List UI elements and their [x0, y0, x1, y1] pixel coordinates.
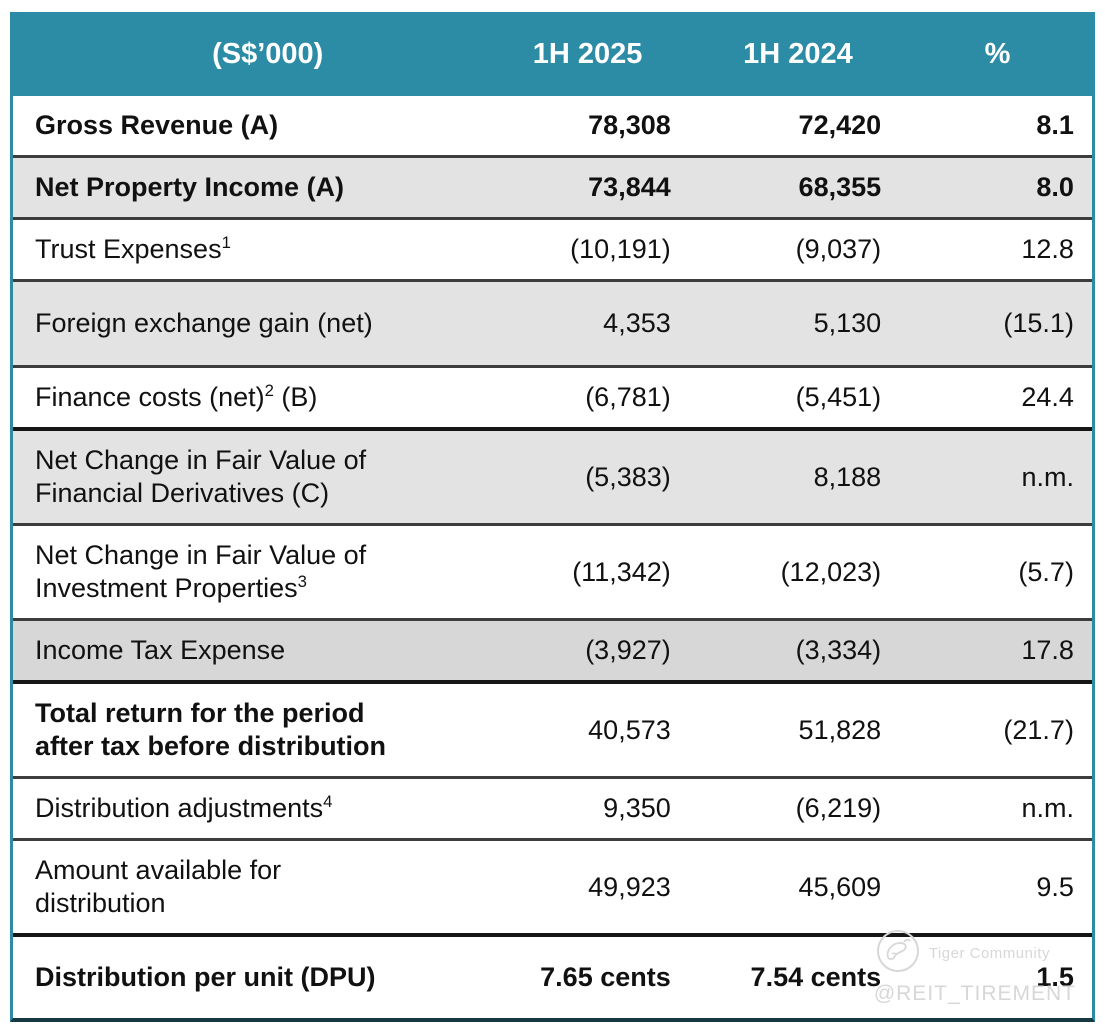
value-percent: 12.8: [1021, 234, 1074, 264]
value-percent: 24.4: [1021, 382, 1074, 412]
row-label: Trust Expenses1: [35, 233, 231, 264]
value-1h2025: (11,342): [572, 556, 671, 587]
row-label: Net Change in Fair Value of Financial Der…: [35, 445, 367, 508]
table-row: Net Property Income (A) 73,844 68,355 8.0: [13, 155, 1092, 217]
table-row: Total return for the period after tax bef…: [13, 680, 1092, 776]
row-label: Finance costs (net)2 (B): [35, 381, 318, 412]
table-row: Gross Revenue (A) 78,308 72,420 8.1: [13, 96, 1092, 155]
value-1h2024: (12,023): [780, 556, 882, 587]
footnote-marker: 2: [264, 381, 274, 400]
row-label: Gross Revenue (A): [35, 110, 279, 140]
value-percent: n.m.: [1021, 461, 1074, 492]
table-body: Gross Revenue (A) 78,308 72,420 8.1 Net Prop…: [13, 96, 1092, 1018]
table-row: Amount available for distribution 49,923 45…: [13, 838, 1092, 933]
value-1h2024: 68,355: [798, 172, 882, 202]
value-1h2024: 51,828: [798, 714, 882, 745]
value-1h2024: 7.54 cents: [750, 962, 882, 992]
value-1h2024: 45,609: [798, 871, 882, 902]
value-1h2024: (5,451): [795, 382, 882, 412]
value-percent: 17.8: [1021, 635, 1074, 665]
table-row: Distribution per unit (DPU) 7.65 cents 7.5…: [13, 933, 1092, 1018]
value-1h2025: (3,927): [585, 635, 671, 665]
value-percent: (21.7): [1003, 714, 1074, 745]
table-row: Finance costs (net)2 (B) (6,781) (5,451) 24…: [13, 365, 1092, 427]
row-label: Net Property Income (A): [35, 172, 345, 202]
footnote-marker: 4: [323, 792, 333, 811]
value-1h2025: 9,350: [603, 793, 671, 823]
value-1h2025: 49,923: [588, 871, 671, 902]
col-header-currency: (S$’000): [212, 37, 324, 70]
value-1h2024: (9,037): [795, 234, 882, 264]
value-1h2025: (10,191): [570, 234, 671, 264]
table-header-row: (S$’000) 1H 2025 1H 2024 %: [13, 12, 1092, 96]
table-row: Foreign exchange gain (net) 4,353 5,130 (15…: [13, 279, 1092, 365]
footnote-marker: 3: [297, 572, 307, 591]
financial-table: (S$’000) 1H 2025 1H 2024 % Gross Revenue…: [10, 12, 1095, 1022]
value-1h2024: 8,188: [813, 461, 882, 492]
value-1h2024: 72,420: [798, 110, 882, 140]
value-percent: (15.1): [1003, 308, 1074, 338]
table-row: Trust Expenses1 (10,191) (9,037) 12.8: [13, 217, 1092, 279]
col-header-1h2024: 1H 2024: [743, 37, 853, 70]
value-percent: 8.1: [1036, 110, 1074, 140]
value-1h2025: (6,781): [585, 382, 671, 412]
value-1h2024: (3,334): [795, 635, 882, 665]
value-percent: 8.0: [1036, 172, 1074, 202]
value-1h2024: 5,130: [813, 308, 882, 338]
row-label: Income Tax Expense: [35, 635, 286, 665]
row-label: Amount available for distribution: [35, 855, 282, 918]
table-row: Net Change in Fair Value of Financial Der…: [13, 427, 1092, 523]
value-1h2024: (6,219): [795, 793, 882, 823]
col-header-percent: %: [984, 37, 1011, 70]
row-label: Foreign exchange gain (net): [35, 308, 373, 338]
value-1h2025: (5,383): [585, 461, 671, 492]
value-1h2025: 40,573: [588, 714, 671, 745]
table-row: Income Tax Expense (3,927) (3,334) 17.8: [13, 618, 1092, 680]
row-label: Net Change in Fair Value of Investment Pr…: [35, 540, 367, 603]
value-1h2025: 7.65 cents: [540, 962, 671, 992]
value-1h2025: 78,308: [588, 110, 671, 140]
row-label: Distribution per unit (DPU): [35, 962, 376, 992]
row-label: Distribution adjustments4: [35, 792, 333, 823]
table-row: Net Change in Fair Value of Investment Pr…: [13, 523, 1092, 618]
col-header-1h2025: 1H 2025: [532, 37, 643, 70]
value-1h2025: 73,844: [588, 172, 671, 202]
row-label: Total return for the period after tax bef…: [35, 698, 387, 761]
table-row: Distribution adjustments4 9,350 (6,219) n.m…: [13, 776, 1092, 838]
value-percent: 1.5: [1036, 962, 1074, 992]
value-percent: n.m.: [1021, 793, 1074, 823]
footnote-marker: 1: [221, 233, 231, 252]
value-percent: 9.5: [1036, 871, 1074, 902]
value-1h2025: 4,353: [603, 308, 671, 338]
value-percent: (5.7): [1018, 556, 1074, 587]
